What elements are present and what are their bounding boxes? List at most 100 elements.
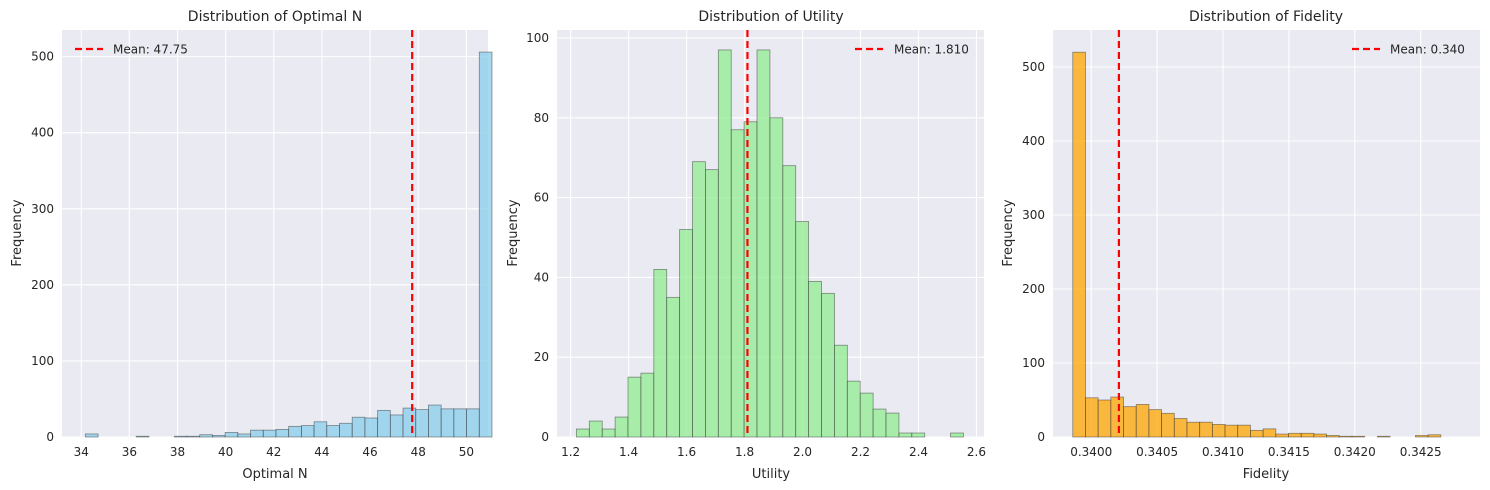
x-tick-label: 0.3410 — [1202, 445, 1244, 459]
histogram-bar — [872, 408, 887, 438]
y-tick-label: 60 — [534, 191, 549, 205]
chart-title: Distribution of Fidelity — [1189, 9, 1343, 25]
x-tick-labels: 0.3400 0.3405 0.3410 0.3415 0.3420 0.3425 — [1070, 445, 1441, 459]
grid-lines — [1053, 30, 1480, 438]
histogram-bar — [313, 421, 328, 438]
y-tick-label: 0 — [541, 430, 549, 444]
histogram-bar — [950, 432, 964, 438]
histogram-bar — [250, 429, 264, 438]
chart-title: Distribution of Optimal N — [188, 9, 362, 25]
histogram-bar — [453, 408, 467, 438]
histogram-bar — [288, 425, 302, 438]
histogram-bar — [576, 428, 590, 438]
histogram-bar — [351, 416, 366, 438]
grid-lines — [62, 30, 488, 438]
x-tick-label: 48 — [411, 445, 426, 459]
y-tick-label: 300 — [1022, 208, 1045, 222]
histogram-bar — [1338, 435, 1353, 438]
x-axis-label: Fidelity — [1243, 467, 1290, 482]
histogram-bar — [601, 428, 616, 438]
chart-title: Distribution of Utility — [698, 9, 843, 25]
histogram-bar — [1300, 432, 1315, 438]
histogram-bar — [1376, 435, 1391, 438]
x-tick-label: 38 — [170, 445, 185, 459]
x-tick-label: 2.6 — [967, 445, 986, 459]
histogram-bar — [1135, 404, 1150, 438]
histogram-bar — [275, 428, 290, 438]
histogram-bar — [1427, 434, 1442, 438]
histogram-bar — [653, 269, 668, 438]
histogram-bars — [576, 49, 964, 438]
x-tick-labels: 1.2 1.4 1.6 1.8 2.0 2.2 2.4 2.6 — [561, 445, 986, 459]
x-tick-label: 2.4 — [909, 445, 928, 459]
x-axis-label: Utility — [752, 467, 791, 482]
x-tick-label: 44 — [314, 445, 329, 459]
histogram-bar — [808, 280, 822, 438]
histogram-bar — [588, 420, 603, 438]
histogram-bar — [84, 433, 99, 438]
y-tick-label: 200 — [31, 278, 54, 292]
histogram-bar — [782, 165, 797, 438]
histogram-bar — [339, 422, 353, 438]
histogram-bar — [428, 404, 442, 438]
histogram-bar — [717, 49, 732, 438]
histogram-bar — [1072, 51, 1086, 438]
y-tick-label: 0 — [1037, 430, 1045, 444]
histogram-bar — [212, 435, 226, 438]
x-tick-label: 34 — [74, 445, 89, 459]
histogram-bar — [666, 296, 681, 438]
histogram-bar — [224, 432, 239, 438]
histogram-bar — [1351, 435, 1366, 438]
x-tick-label: 2.0 — [793, 445, 812, 459]
y-tick-label: 500 — [31, 50, 54, 64]
histogram-bar — [1326, 435, 1340, 438]
histogram-bar — [300, 425, 315, 438]
histogram-bar — [769, 117, 784, 438]
histogram-bar — [1097, 399, 1112, 438]
y-tick-labels: 0 100 200 300 400 500 — [31, 50, 54, 444]
histogram-bar — [1237, 424, 1251, 438]
histogram-bar — [186, 435, 201, 438]
x-tick-label: 1.6 — [677, 445, 696, 459]
x-tick-label: 1.2 — [561, 445, 580, 459]
histogram-bar — [743, 121, 758, 438]
x-tick-label: 42 — [266, 445, 281, 459]
histogram-bar — [885, 412, 900, 438]
y-tick-label: 20 — [534, 350, 549, 364]
histogram-bar — [1110, 396, 1124, 438]
x-tick-label: 0.3420 — [1334, 445, 1376, 459]
histogram-bar — [821, 292, 835, 438]
y-tick-label: 500 — [1022, 60, 1045, 74]
x-tick-label: 0.3400 — [1070, 445, 1112, 459]
histogram-bar — [1186, 421, 1201, 438]
histogram-bar — [1199, 421, 1213, 438]
y-tick-label: 400 — [31, 126, 54, 140]
histogram-bar — [679, 229, 693, 438]
histogram-bar — [1161, 412, 1175, 438]
histogram-bar — [173, 435, 188, 438]
histogram-bar — [1313, 433, 1327, 438]
histogram-bar — [440, 408, 455, 438]
legend: Mean: 47.75 — [75, 43, 188, 57]
legend: Mean: 0.340 — [1352, 43, 1465, 57]
y-tick-label: 200 — [1022, 282, 1045, 296]
y-tick-labels: 0 20 40 60 80 100 — [526, 31, 549, 444]
y-tick-labels: 0 100 200 300 400 500 — [1022, 60, 1045, 444]
x-tick-label: 0.3415 — [1268, 445, 1310, 459]
y-tick-label: 100 — [31, 354, 54, 368]
histogram-bar — [705, 169, 719, 438]
histogram-bar — [1148, 409, 1163, 438]
histogram-bar — [1123, 406, 1137, 438]
histogram-bars — [1072, 51, 1442, 438]
y-tick-label: 400 — [1022, 134, 1045, 148]
histogram-bar — [1250, 429, 1264, 438]
histogram-bar — [237, 433, 251, 438]
histogram-bar — [640, 372, 655, 438]
histogram-bar — [135, 435, 150, 438]
x-axis-label: Optimal N — [242, 467, 307, 482]
legend: Mean: 1.810 — [855, 43, 969, 57]
panel-utility: 1.2 1.4 1.6 1.8 2.0 2.2 2.4 2.6 0 20 40 60 80 100 Di… — [506, 9, 986, 482]
panel-optimal-n: 34 36 38 40 42 44 46 48 50 0 100 200 300 400 500 Dist… — [10, 9, 493, 482]
y-axis-label: Frequency — [10, 199, 25, 266]
histogram-bar — [730, 129, 745, 438]
